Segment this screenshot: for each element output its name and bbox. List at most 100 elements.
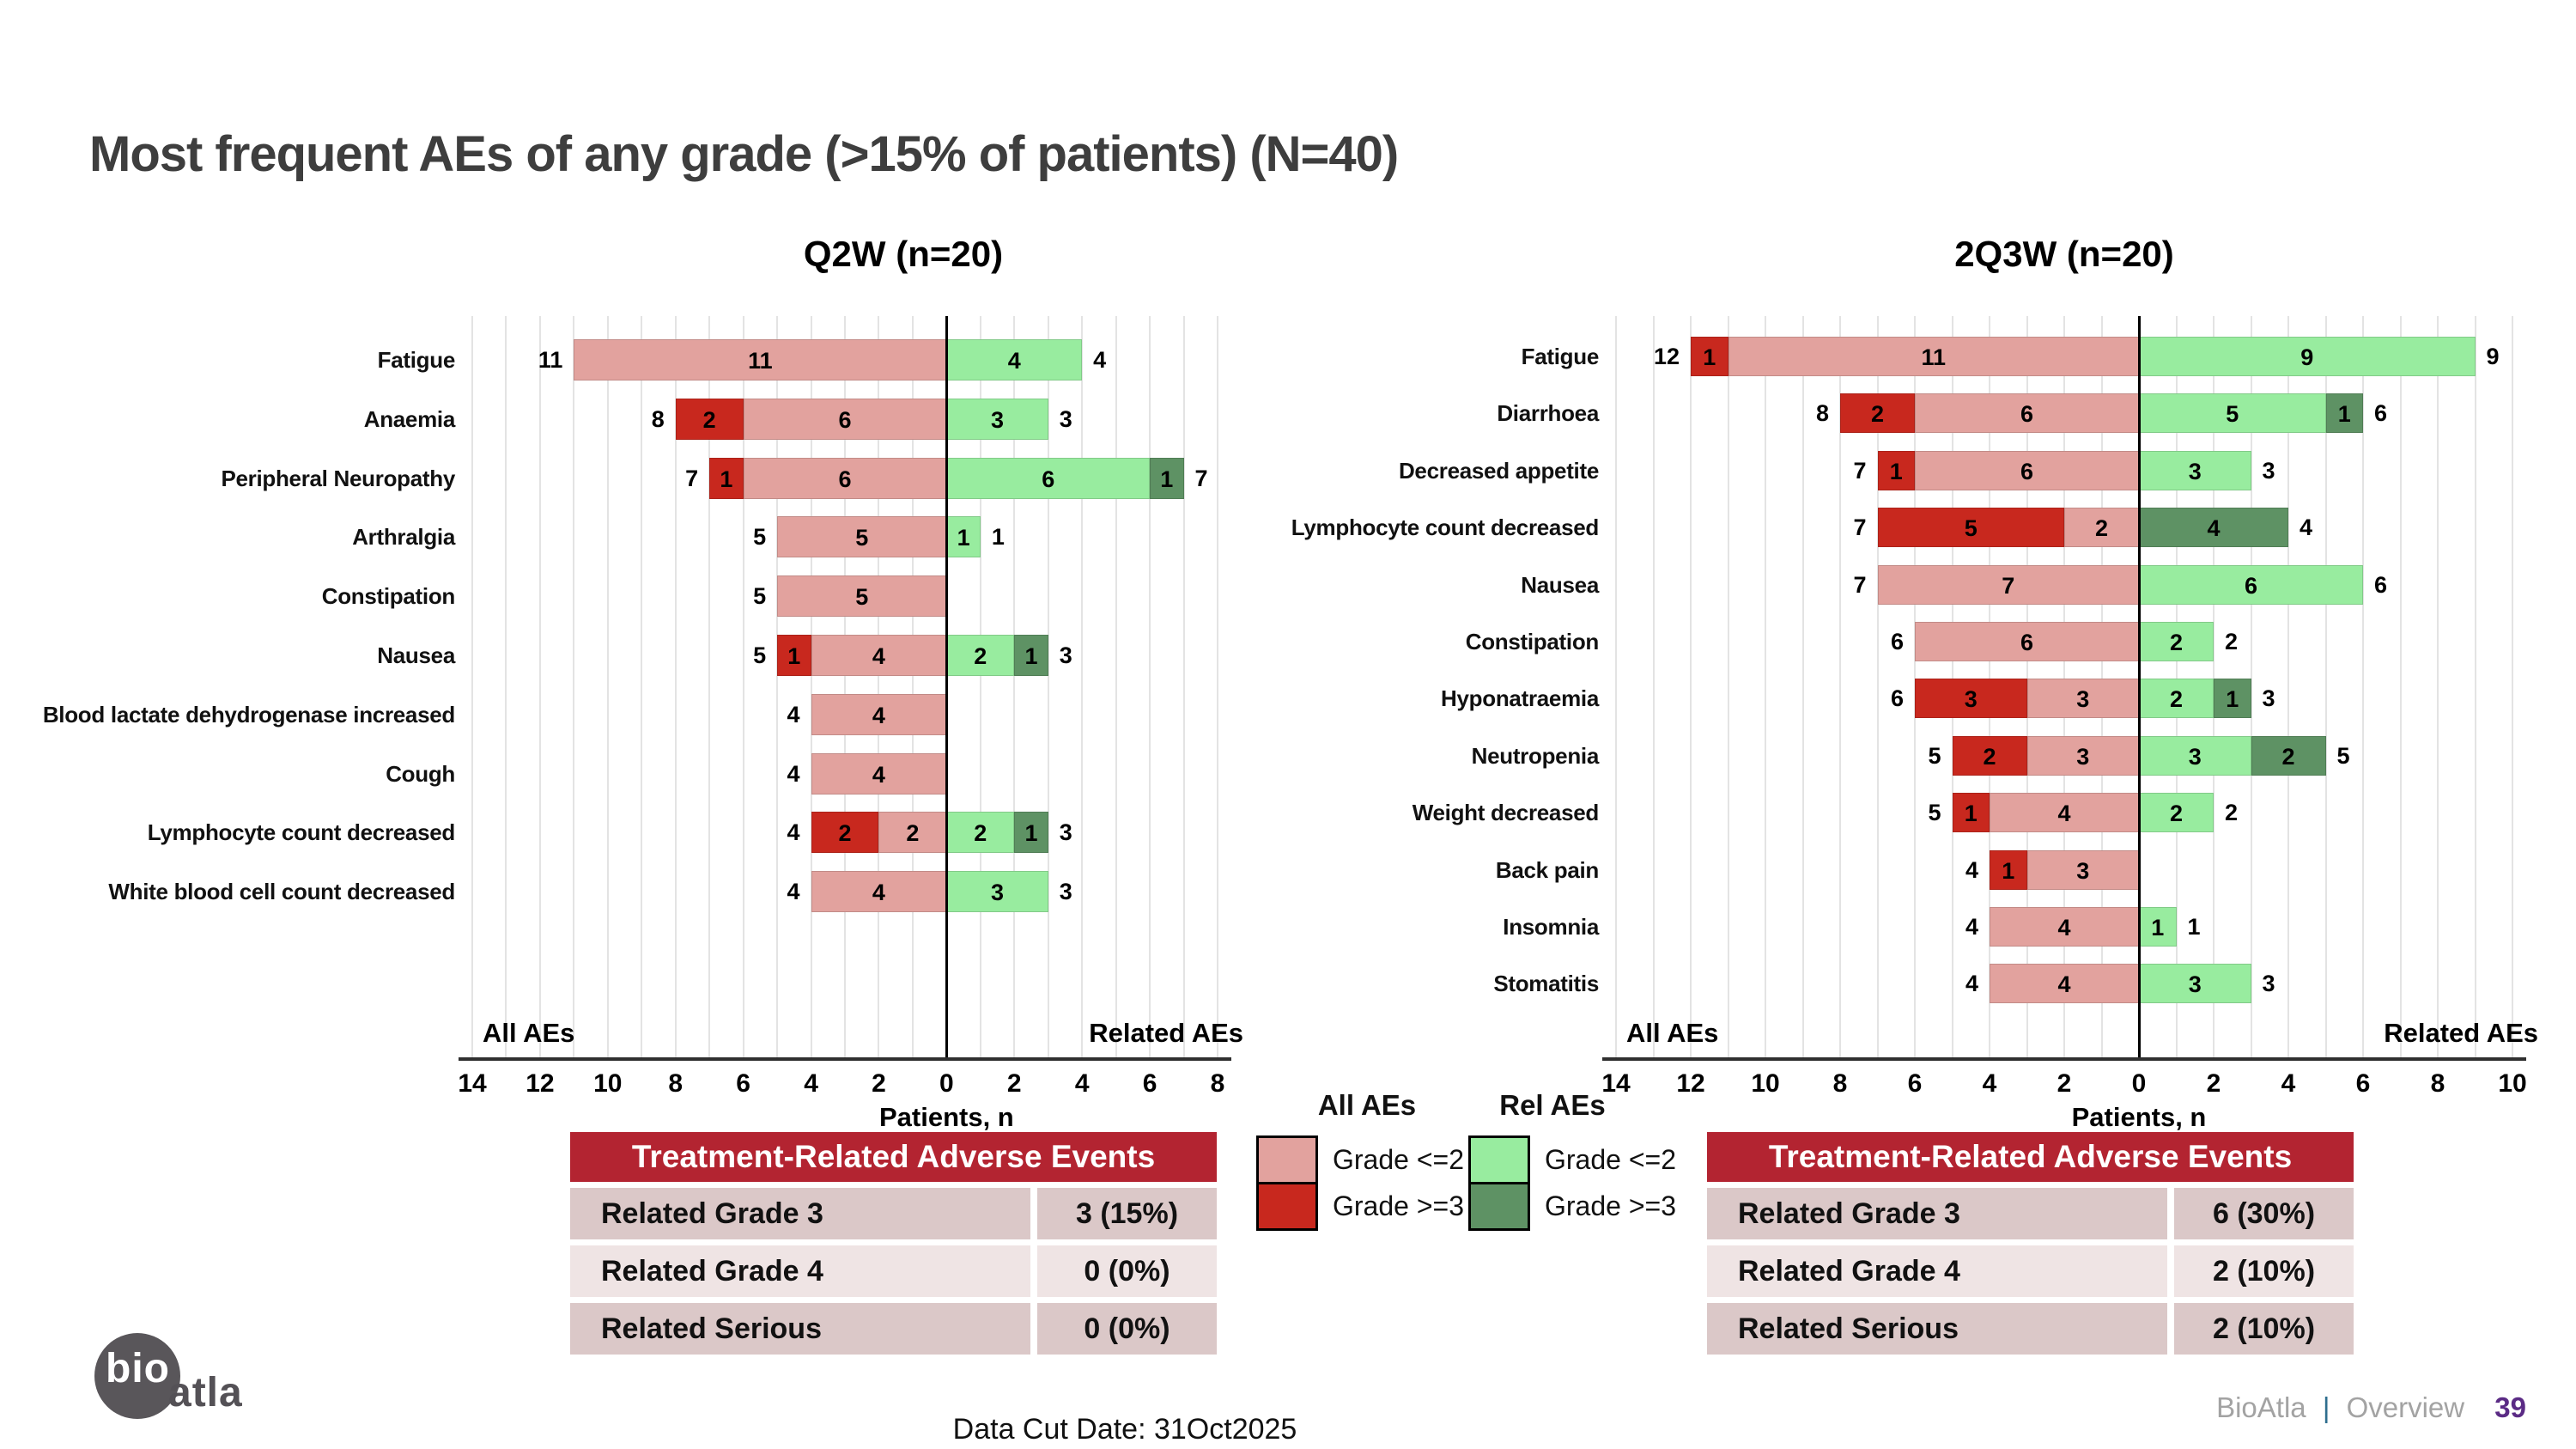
bar-segment-all-grade3: 2 <box>675 398 744 440</box>
bar-total-label-all: 12 <box>1653 344 1680 369</box>
table-row-label: Related Grade 3 <box>570 1188 1030 1239</box>
axis-tick-label: 2 <box>2057 1069 2072 1098</box>
gridline <box>911 316 914 1057</box>
bar-total-label-all: 5 <box>753 524 767 551</box>
table-row-label: Related Grade 3 <box>1707 1188 2167 1239</box>
gridline <box>979 316 981 1057</box>
axis-tick-label: 2 <box>1006 1069 1022 1098</box>
gridline <box>1690 316 1692 1057</box>
table-row-value: 0 (0%) <box>1037 1303 1217 1355</box>
bar-total-label-related: 2 <box>2225 800 2239 826</box>
page-title: Most frequent AEs of any grade (>15% of … <box>89 126 1399 182</box>
bar-segment-rel-grade2: 3 <box>2139 735 2251 776</box>
category-label: Nausea <box>377 642 455 668</box>
footer-section: Overview <box>2346 1391 2465 1423</box>
legend-swatch-rel-grade-ge3 <box>1468 1182 1530 1231</box>
bar-total-label-related: 7 <box>1194 465 1208 491</box>
bar-segment-all-grade2: 3 <box>2026 849 2139 890</box>
bar-segment-rel-grade2: 9 <box>2139 337 2476 376</box>
bar-segment-all-grade2: 6 <box>743 457 947 499</box>
legend-group-header-all-aes: All AEs <box>1317 1089 1417 1121</box>
gridline <box>2175 316 2178 1057</box>
bar-total-label-all: 7 <box>1853 514 1867 541</box>
axis-tick-label: 6 <box>2355 1069 2371 1098</box>
bar-total-label-related: 5 <box>2336 742 2350 769</box>
bar-total-label-related: 3 <box>2262 457 2275 484</box>
gridline <box>606 316 609 1057</box>
axis-tick-label: 2 <box>872 1069 886 1098</box>
bar-segment-all-grade2: 6 <box>743 398 947 440</box>
bar-total-label-all: 8 <box>1815 400 1829 427</box>
bar-segment-rel-grade2: 2 <box>946 635 1015 676</box>
axis-tick-label: 8 <box>668 1069 683 1098</box>
bar-segment-all-grade3: 1 <box>1990 849 2027 890</box>
gridline <box>2213 316 2215 1057</box>
bar-total-label-all: 8 <box>651 405 665 432</box>
category-label: Weight decreased <box>1412 800 1600 826</box>
bar-total-label-all: 4 <box>787 701 800 728</box>
bar-total-label-all: 6 <box>1890 629 1904 654</box>
axis-tick-label: 12 <box>1676 1069 1705 1098</box>
axis-tick-label: 4 <box>2281 1069 2296 1098</box>
category-label: Decreased appetite <box>1398 457 1599 484</box>
bar-total-label-all: 7 <box>1853 571 1867 598</box>
bar-segment-rel-grade2: 1 <box>946 516 981 558</box>
bar-total-label-all: 5 <box>753 642 767 668</box>
x-axis-title: Patients, n <box>2071 1102 2207 1132</box>
zone-label-all-aes: All AEs <box>1626 1018 1719 1048</box>
category-label: Nausea <box>1521 571 1599 598</box>
bar-segment-rel-grade3: 1 <box>2325 393 2363 434</box>
gridline <box>1801 316 1804 1057</box>
gridline <box>2512 316 2513 1057</box>
gridline <box>1182 316 1185 1057</box>
table-row-label: Related Grade 4 <box>1707 1245 2167 1297</box>
bar-segment-rel-grade2: 4 <box>946 339 1083 381</box>
table-header: Treatment-Related Adverse Events <box>1707 1132 2354 1182</box>
table-row-value: 2 (10%) <box>2174 1245 2354 1297</box>
bar-segment-rel-grade3: 1 <box>2214 679 2251 719</box>
category-label: Fatigue <box>377 347 456 373</box>
bar-total-label-related: 3 <box>2262 685 2275 712</box>
bar-total-label-all: 5 <box>1928 800 1941 826</box>
bar-segment-all-grade2: 2 <box>878 812 947 854</box>
bioatla-logo: bio atla <box>94 1333 301 1436</box>
bar-segment-rel-grade2: 3 <box>946 398 1048 440</box>
bar-total-label-all: 4 <box>1965 856 1978 883</box>
axis-tick-label: 6 <box>1907 1069 1923 1098</box>
category-label: Blood lactate dehydrogenase increased <box>42 701 455 728</box>
gridline <box>2324 316 2327 1057</box>
gridline <box>505 316 507 1057</box>
chart-title: 2Q3W (n=20) <box>1954 234 2174 274</box>
bar-segment-all-grade2: 6 <box>1915 622 2139 661</box>
gridline <box>1914 316 1916 1057</box>
x-axis-title: Patients, n <box>878 1102 1014 1132</box>
bar-total-label-related: 4 <box>1093 347 1107 373</box>
bar-segment-all-grade3: 2 <box>1840 393 1915 434</box>
bar-segment-rel-grade3: 4 <box>2139 508 2288 548</box>
gridline <box>2437 316 2439 1057</box>
bar-segment-all-grade2: 2 <box>2064 508 2139 548</box>
bar-segment-all-grade2: 5 <box>777 575 947 618</box>
bar-segment-all-grade2: 4 <box>1990 907 2139 947</box>
axis-tick-label: 4 <box>1074 1069 1090 1098</box>
legend-group-header-rel-aes: Rel AEs <box>1499 1089 1606 1121</box>
axis-tick-label: 8 <box>2430 1069 2445 1098</box>
gridline <box>878 316 880 1057</box>
category-label: Cough <box>386 760 455 787</box>
table-row-value: 6 (30%) <box>2174 1188 2354 1239</box>
category-label: Neutropenia <box>1471 742 1600 769</box>
bar-total-label-related: 9 <box>2486 344 2500 369</box>
bar-segment-rel-grade2: 3 <box>2139 964 2251 1004</box>
category-label: Diarrhoea <box>1497 400 1599 427</box>
bar-total-label-all: 4 <box>1965 914 1978 940</box>
legend-label-rel-grade-ge3: Grade >=3 <box>1545 1190 1676 1221</box>
bar-total-label-all: 7 <box>1853 457 1867 484</box>
bar-segment-all-grade3: 3 <box>1915 679 2027 719</box>
gridline <box>2100 316 2103 1057</box>
gridline <box>573 316 575 1057</box>
bar-total-label-all: 4 <box>787 879 800 905</box>
bar-segment-rel-grade2: 6 <box>2139 564 2363 605</box>
